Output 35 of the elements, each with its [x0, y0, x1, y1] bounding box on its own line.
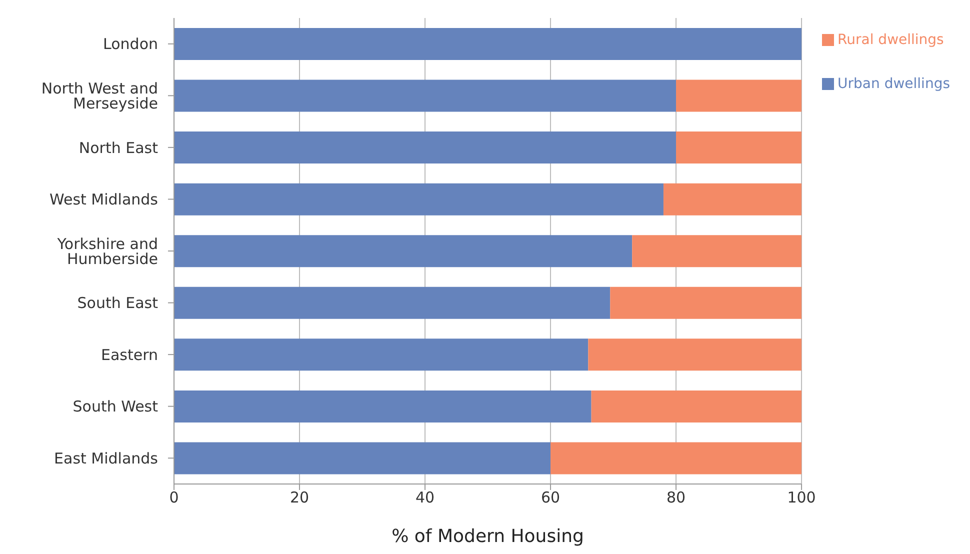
x-axis-title: % of Modern Housing: [392, 526, 584, 547]
x-tick-label: 20: [290, 488, 310, 507]
bar: [174, 132, 676, 164]
x-tick-label: 80: [666, 488, 686, 507]
x-tick-label: 0: [169, 488, 179, 507]
y-tick-label: Yorkshire and Humberside: [56, 234, 158, 268]
bar: [663, 183, 802, 216]
bar: [174, 338, 588, 371]
y-tick-label: Eastern: [100, 346, 158, 364]
y-tick-label: East Midlands: [54, 449, 158, 468]
y-tick-label: West Midlands: [50, 190, 158, 209]
bar: [174, 28, 802, 60]
y-tick-label: South West: [72, 398, 158, 416]
y-tick-label: North West and Merseyside: [41, 79, 158, 112]
legend-label: Urban dwellings: [838, 76, 950, 92]
y-tick-label: London: [103, 35, 158, 54]
bar: [676, 132, 802, 164]
bar: [174, 442, 551, 474]
bar: [174, 183, 664, 216]
bar: [591, 390, 802, 422]
y-tick-label: South East: [77, 294, 158, 312]
bar: [610, 286, 802, 319]
bar: [550, 442, 802, 474]
x-tick-label: 100: [787, 488, 816, 507]
bar: [174, 390, 592, 422]
bar: [632, 235, 802, 268]
y-tick-label: North East: [78, 138, 158, 157]
x-tick-label: 60: [540, 488, 560, 507]
bar: [588, 338, 802, 371]
bar: [174, 80, 676, 112]
x-tick-label: 40: [415, 488, 435, 507]
legend-label: Rural dwellings: [838, 32, 944, 48]
bar: [174, 235, 632, 268]
bar: [676, 80, 802, 112]
bar: [174, 286, 610, 319]
